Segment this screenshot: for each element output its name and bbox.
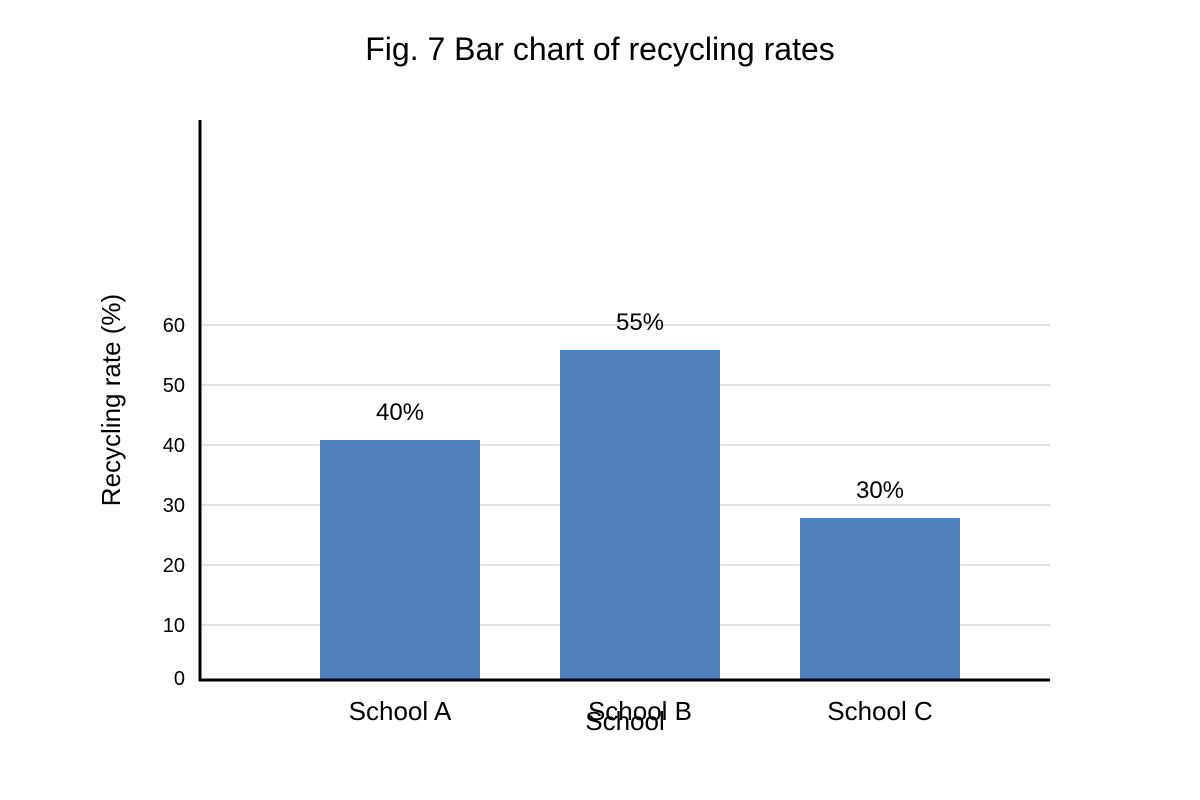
x-axis-title: School bbox=[585, 706, 665, 736]
y-tick-labels: 0 10 20 30 40 50 60 bbox=[163, 315, 185, 690]
x-tick-label: School C bbox=[827, 696, 933, 726]
bar-school-b bbox=[560, 350, 720, 680]
bar-school-c bbox=[800, 518, 960, 680]
y-tick-label: 50 bbox=[163, 375, 185, 397]
y-tick-label: 60 bbox=[163, 315, 185, 337]
y-axis-title: Recycling rate (%) bbox=[96, 294, 126, 506]
data-label: 30% bbox=[856, 477, 904, 504]
x-tick-label: School A bbox=[349, 696, 452, 726]
bars bbox=[320, 350, 960, 680]
y-tick-label: 30 bbox=[163, 495, 185, 517]
x-tick-label: School B bbox=[588, 696, 692, 726]
y-tick-label: 10 bbox=[163, 615, 185, 637]
data-label: 40% bbox=[376, 399, 424, 426]
chart-title: Fig. 7 Bar chart of recycling rates bbox=[365, 31, 835, 67]
x-tick-labels: School A School B School C bbox=[349, 696, 933, 726]
data-labels: 40% 55% 30% bbox=[376, 309, 904, 504]
y-tick-label: 40 bbox=[163, 435, 185, 457]
y-tick-label: 20 bbox=[163, 555, 185, 577]
y-tick-label: 0 bbox=[174, 668, 185, 690]
bar-school-a bbox=[320, 440, 480, 680]
data-label: 55% bbox=[616, 309, 664, 336]
